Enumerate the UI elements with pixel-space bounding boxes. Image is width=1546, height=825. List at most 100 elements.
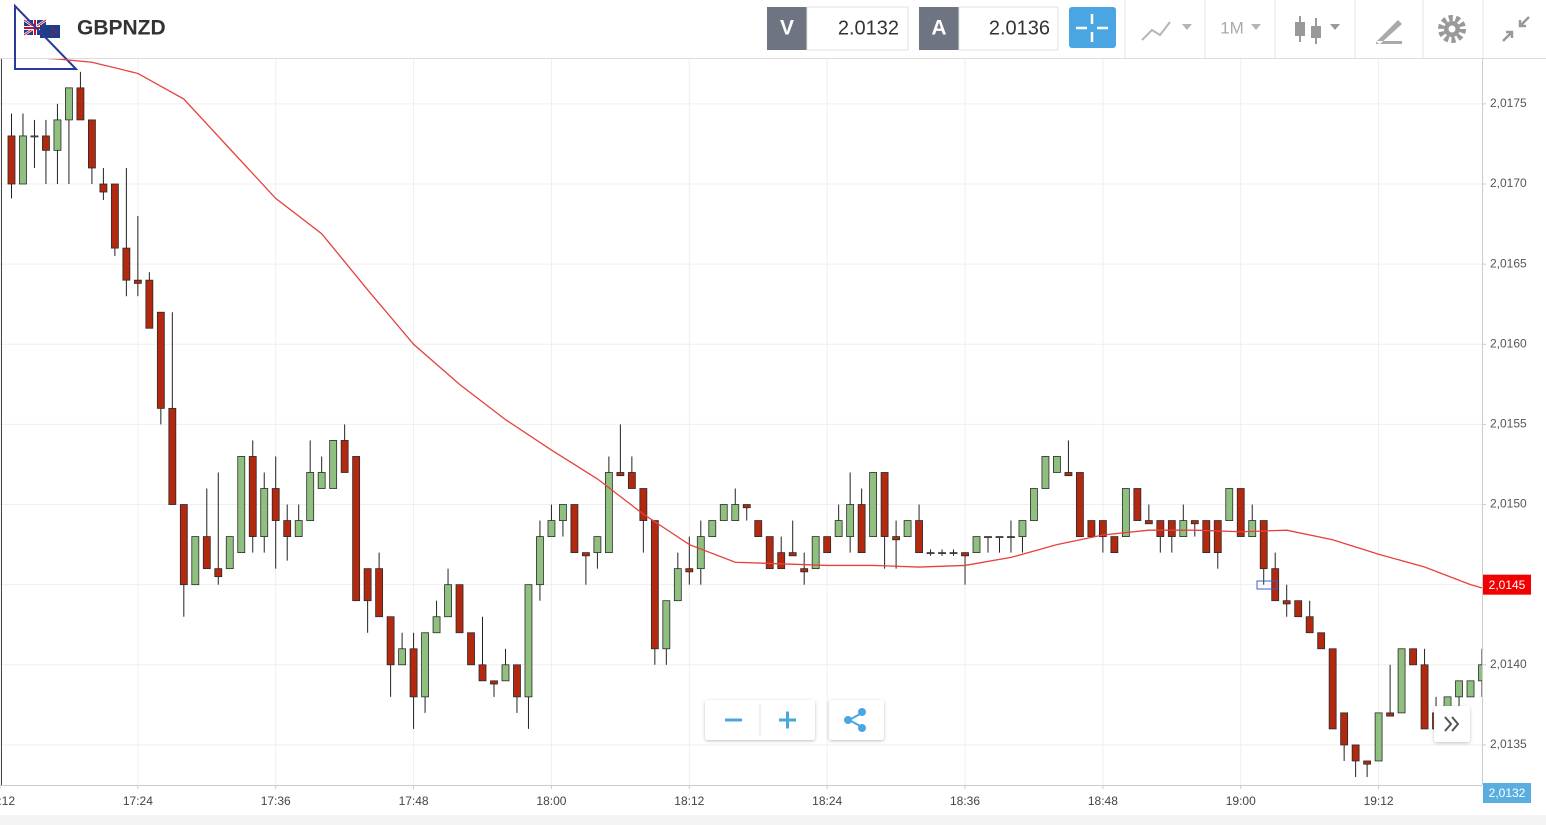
candle-body <box>984 536 992 538</box>
x-tick-label: 17:48 <box>399 794 429 808</box>
x-tick-label: 19:12 <box>1364 794 1394 808</box>
candle-body <box>627 472 636 489</box>
candle-body <box>926 552 935 555</box>
candle-body <box>1179 520 1188 537</box>
bid-price: 2.0132 <box>838 17 899 39</box>
candle-body <box>788 552 797 557</box>
candle-body <box>490 680 498 685</box>
candle-body <box>765 536 774 570</box>
candle-body <box>650 520 659 650</box>
candle-body <box>421 632 429 698</box>
bid-button[interactable] <box>767 7 807 50</box>
candle-body <box>1098 520 1107 537</box>
bid-tag: V <box>780 17 794 40</box>
draw-button[interactable] <box>1376 20 1402 44</box>
x-tick-label: 19:00 <box>1226 794 1256 808</box>
candle-body <box>65 87 73 121</box>
price-tag-label: 2,0145 <box>1489 578 1526 592</box>
candle-body <box>731 504 740 521</box>
candle-body <box>1317 632 1326 650</box>
candle-body <box>1259 520 1268 570</box>
candle-body <box>719 504 728 521</box>
candle-body <box>214 568 223 578</box>
x-tick-label: 18:24 <box>812 794 842 808</box>
moving-average-line <box>45 59 1482 589</box>
candle-body <box>616 472 625 477</box>
candle-body <box>777 552 786 570</box>
candle-body <box>604 472 613 554</box>
candle-body <box>938 552 946 555</box>
candle-body <box>1409 648 1417 666</box>
collapse-button[interactable] <box>1502 16 1530 42</box>
y-tick-label: 2,0160 <box>1490 336 1527 350</box>
y-tick-label: 2,0155 <box>1490 417 1527 431</box>
timeframe[interactable]: 1M <box>1220 18 1244 37</box>
ask-field <box>958 6 1059 51</box>
candle-body <box>995 536 1004 538</box>
candle-body <box>570 504 579 554</box>
candle-body <box>1053 456 1061 473</box>
candle-body <box>76 87 85 121</box>
candle-body <box>1202 520 1211 554</box>
candle-body <box>696 536 705 570</box>
candle-body <box>99 183 108 193</box>
scroll-end-button[interactable] <box>1434 706 1470 742</box>
candle-body <box>225 536 234 570</box>
toolbar-dividers <box>1124 0 1484 58</box>
candle-body <box>1248 520 1257 537</box>
candle-body <box>317 472 326 489</box>
candle-body <box>1236 488 1245 537</box>
candle-body <box>122 247 131 281</box>
y-tick-label: 2,0140 <box>1490 657 1527 671</box>
candle-body <box>1064 472 1073 477</box>
price-tag-label: 2,0132 <box>1489 786 1526 800</box>
candle-body <box>834 520 843 537</box>
y-tick-label: 2,0165 <box>1490 256 1527 270</box>
candle-body <box>237 456 246 554</box>
candle-body <box>1110 536 1119 554</box>
candle-body <box>110 183 119 249</box>
candle-body <box>662 600 671 650</box>
share-button[interactable] <box>844 708 866 732</box>
ask-tag: A <box>931 17 946 40</box>
candle-body <box>673 568 682 602</box>
candle-body <box>1455 680 1463 698</box>
candle-body <box>754 520 763 537</box>
candle-body <box>846 504 855 537</box>
candle-body <box>685 568 694 573</box>
candle-body <box>19 135 27 185</box>
candle-body <box>880 472 889 537</box>
candle-body <box>1018 520 1027 537</box>
zoom-in-button[interactable] <box>779 711 796 729</box>
candle-body <box>329 440 338 489</box>
candle-body <box>294 520 303 537</box>
candle-body <box>1041 456 1050 489</box>
y-tick-label: 2,0135 <box>1490 737 1527 751</box>
chart-type-button[interactable] <box>1141 21 1192 41</box>
candle-body <box>593 536 602 554</box>
ask-button[interactable] <box>919 7 959 50</box>
symbol: GBPNZD <box>77 17 166 40</box>
candle-body <box>1007 536 1015 538</box>
y-tick-label: 2,0170 <box>1490 176 1527 190</box>
candle-body <box>1144 520 1153 525</box>
candle-body <box>30 135 39 138</box>
candle-body <box>1271 568 1280 602</box>
candle-body <box>1374 712 1383 762</box>
x-tick-label: 17:12 <box>0 794 15 808</box>
crosshair-button[interactable] <box>1069 7 1116 48</box>
candle-body <box>1156 520 1165 537</box>
candle-body <box>1363 760 1372 765</box>
candle-body <box>892 536 900 541</box>
axes: 2,0135 2,0140 2,0145 2,0150 2,0155 2,0160 2,01… <box>0 96 1531 808</box>
candle-body <box>949 552 958 555</box>
candle-body <box>800 568 809 573</box>
candle-body <box>88 119 96 169</box>
candle-body <box>1420 664 1429 730</box>
candle-style-button[interactable] <box>1295 16 1340 44</box>
settings-button[interactable] <box>1438 15 1466 43</box>
candle-body <box>386 616 395 666</box>
candle-body <box>1030 488 1038 521</box>
candle-body <box>352 456 361 602</box>
plot-area <box>0 59 1482 785</box>
